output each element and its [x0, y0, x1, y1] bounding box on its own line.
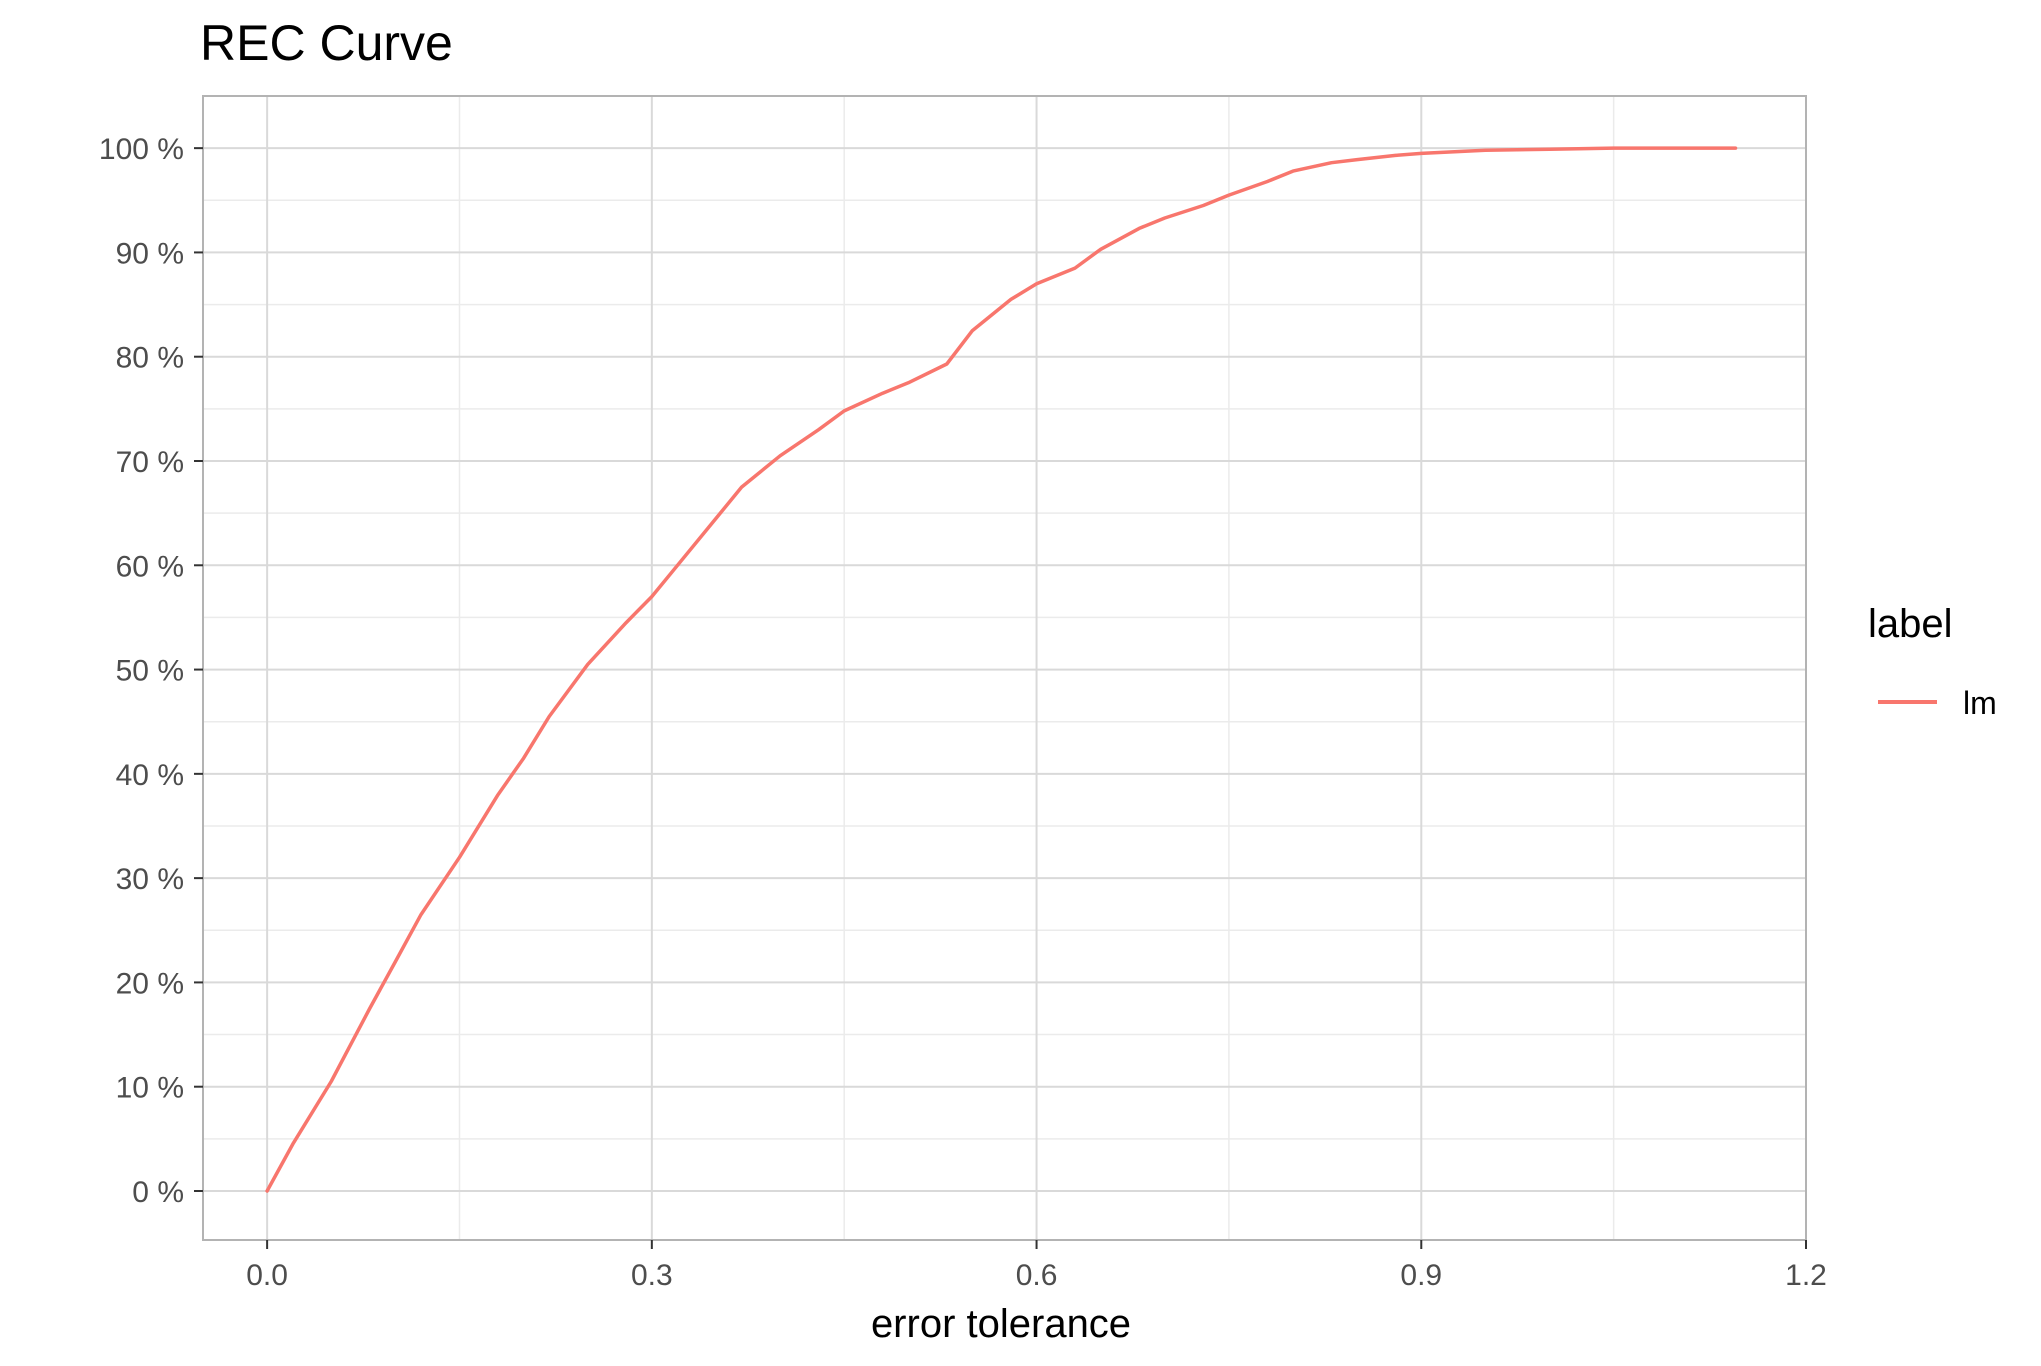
y-tick-label: 10 % — [116, 1072, 184, 1105]
y-tick-label: 40 % — [116, 759, 184, 792]
x-tick-label: 0.3 — [631, 1259, 673, 1292]
series-layer — [265, 146, 1738, 1193]
y-tick-label: 100 % — [99, 133, 184, 166]
legend: label lm — [1868, 602, 1997, 721]
y-tick-label: 30 % — [116, 863, 184, 896]
x-tick-label: 0.0 — [246, 1259, 288, 1292]
x-axis-title: error tolerance — [871, 1302, 1131, 1346]
grid — [203, 96, 1807, 1240]
chart-title: REC Curve — [200, 15, 453, 71]
legend-title: label — [1868, 602, 1953, 646]
y-tick-label: 60 % — [116, 550, 184, 583]
y-tick-label: 50 % — [116, 655, 184, 688]
legend-label-lm: lm — [1963, 685, 1997, 721]
x-tick-label: 0.9 — [1400, 1259, 1442, 1292]
y-tick-label: 0 % — [132, 1176, 184, 1209]
y-axis-ticks: 0 % 10 % 20 % 30 % 40 % 50 % 60 % 70 % 80 % 90 % 1… — [99, 133, 203, 1209]
y-tick-label: 70 % — [116, 446, 184, 479]
x-axis-ticks: 0.0 0.3 0.6 0.9 1.2 — [246, 1240, 1827, 1292]
y-tick-label: 90 % — [116, 237, 184, 270]
series-line-lm — [265, 146, 1738, 1193]
y-tick-label: 20 % — [116, 967, 184, 1000]
x-tick-label: 0.6 — [1016, 1259, 1058, 1292]
x-tick-label: 1.2 — [1785, 1259, 1827, 1292]
panel-border — [202, 95, 1807, 1241]
y-tick-label: 80 % — [116, 342, 184, 375]
